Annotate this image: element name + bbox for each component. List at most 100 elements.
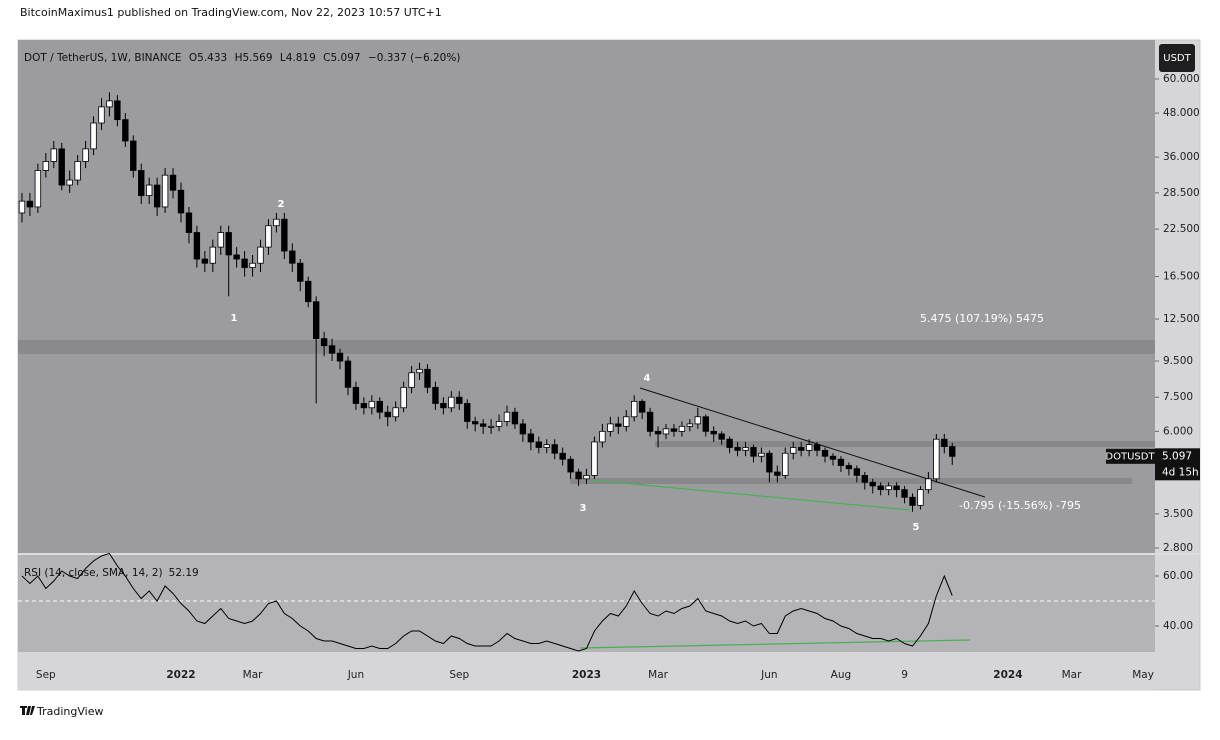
candle-body: [869, 481, 876, 487]
change-value: −0.337 (−6.20%): [368, 52, 461, 64]
y-tick-label: 6.000: [1163, 425, 1193, 437]
rsi-line: [21, 552, 953, 652]
rsi-last: 52.19: [169, 567, 199, 579]
candle-body: [527, 433, 535, 443]
candle-body: [941, 438, 948, 447]
candle-body: [344, 360, 352, 388]
candle-body: [559, 452, 566, 460]
candle-body: [312, 301, 320, 339]
candle-body: [416, 368, 423, 374]
measure-label: -0.795 (-15.56%) -795: [959, 499, 1081, 512]
wave-label: 3: [580, 503, 587, 514]
candle-body: [853, 468, 861, 476]
candle-body: [114, 100, 121, 121]
candle-body: [305, 280, 312, 303]
ohlc-key: H: [235, 52, 243, 64]
candle-body: [201, 258, 209, 264]
rsi-divergence-line: [579, 639, 971, 649]
countdown: 4d 15h: [1162, 466, 1199, 478]
candle-body: [241, 258, 248, 268]
rsi-legend: RSI (14, close, SMA, 14, 2) 52.19: [24, 567, 199, 579]
candle-body: [503, 411, 511, 422]
candle-body: [893, 485, 900, 491]
candle-body: [58, 148, 65, 186]
main-pane: [18, 40, 1155, 553]
candle-body: [813, 444, 821, 451]
currency-button[interactable]: [1159, 44, 1195, 72]
ohlc-key: C: [323, 52, 330, 64]
candle-body: [766, 452, 773, 473]
y-tick-label: 2.800: [1163, 542, 1193, 554]
candle-body: [185, 212, 193, 233]
candle-body: [400, 386, 407, 409]
marks: 60.00048.00036.00028.50022.50016.50012.5…: [18, 73, 1200, 681]
wave-label: 1: [231, 313, 238, 324]
candle-body: [662, 428, 670, 435]
candle-body: [726, 438, 733, 448]
candle-body: [519, 423, 527, 435]
candle-body: [66, 179, 73, 186]
low-value: 4.819: [286, 52, 316, 64]
y-tick-label: 36.000: [1163, 151, 1200, 163]
candle-body: [654, 430, 662, 435]
x-tick-label: Sep: [36, 669, 56, 681]
rsi-y-tick-label: 40.00: [1163, 620, 1193, 632]
candle-body: [225, 232, 232, 256]
candle-body: [638, 400, 646, 413]
candle-body: [909, 496, 916, 506]
y-tick-label: 9.500: [1163, 355, 1193, 367]
x-tick-label: 9: [901, 669, 908, 681]
currency-label[interactable]: USDT: [1163, 53, 1191, 64]
x-tick-label: Jun: [347, 669, 364, 681]
candle-body: [710, 430, 717, 435]
candle-body: [790, 447, 797, 454]
candle-body: [551, 444, 558, 454]
candle-body: [925, 478, 932, 491]
candle-body: [448, 396, 455, 409]
price-tag: [1155, 448, 1200, 481]
candle-body: [615, 423, 622, 427]
x-tick-label: May: [1132, 669, 1154, 681]
ohlc-key: L: [280, 52, 286, 64]
ohlc-key: O: [189, 52, 197, 64]
candle-body: [336, 352, 344, 362]
x-tick-label: 2022: [166, 669, 195, 681]
candle-body: [249, 262, 256, 268]
x-tick-label: Mar: [648, 669, 668, 681]
candle-body: [631, 400, 638, 418]
candle-body: [130, 140, 137, 171]
x-tick-label: Mar: [1062, 669, 1082, 681]
candle-body: [702, 416, 709, 432]
candle-body: [432, 386, 439, 404]
candle-body: [161, 174, 169, 208]
x-tick-label: Mar: [243, 669, 263, 681]
high-value: 5.569: [242, 52, 272, 64]
candle-body: [479, 423, 487, 427]
candle-body: [122, 119, 129, 142]
candle-body: [456, 396, 463, 404]
candle-body: [265, 225, 272, 248]
candle-body: [440, 403, 447, 409]
candle-body: [217, 232, 224, 248]
close-value: 5.097: [330, 52, 360, 64]
candle-body: [193, 232, 201, 260]
publisher-line: BitcoinMaximus1 published on TradingView…: [20, 6, 442, 19]
candle-body: [90, 122, 97, 150]
divergence-line: [589, 479, 911, 511]
candle-body: [718, 433, 725, 440]
symbol-label: DOTUSDT: [1105, 451, 1155, 462]
candle-body: [734, 447, 741, 451]
candle-body: [837, 458, 845, 466]
candle-body: [805, 444, 813, 451]
candle-body: [774, 471, 781, 476]
x-tick-label: Sep: [449, 669, 469, 681]
candle-body: [670, 428, 678, 432]
candle-body: [821, 449, 829, 457]
candle-body: [901, 489, 908, 498]
candle-body: [750, 447, 757, 457]
candle-body: [289, 250, 296, 264]
candle-body: [623, 416, 630, 427]
candle-body: [34, 170, 42, 208]
candle-body: [42, 161, 50, 171]
